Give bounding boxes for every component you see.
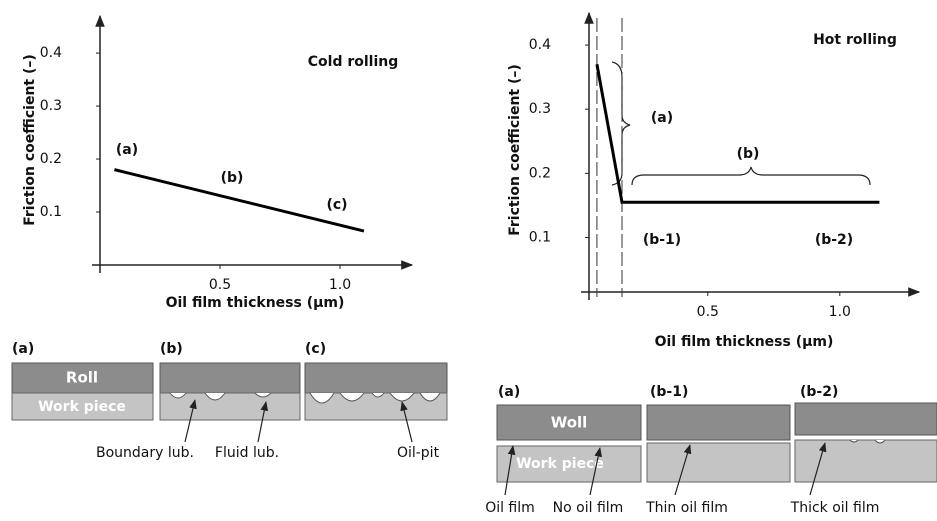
x-tick-label: 0.5 — [697, 304, 719, 320]
callout: Boundary lub. — [96, 445, 194, 461]
brace — [611, 61, 631, 186]
y-tick-label: 0.2 — [529, 165, 551, 181]
panel-label: (b-1) — [650, 384, 688, 400]
data-line — [114, 168, 365, 233]
callout: Oil film — [485, 500, 535, 516]
arrow — [674, 444, 692, 496]
y-tick-label: 0.4 — [40, 45, 62, 61]
annotation: (b-2) — [815, 232, 853, 248]
panel-label: (a) — [12, 341, 34, 357]
callout: Fluid lub. — [215, 445, 279, 461]
hot-diagram: (a) (b-1) (b-2) Woll Work piece Oil film… — [485, 384, 937, 516]
x-tick-label: 0.5 — [209, 277, 231, 293]
roll — [159, 362, 301, 394]
roll — [11, 362, 154, 394]
oil-pocket — [849, 439, 886, 444]
y-tick-label: 0.2 — [40, 151, 62, 167]
callout: Thin oil film — [645, 500, 728, 516]
x-axis-label: Oil film thickness (μm) — [655, 334, 834, 350]
roll-label: Woll — [551, 414, 588, 432]
panel-label: (a) — [498, 384, 520, 400]
x-tick-label: 1.0 — [829, 304, 851, 320]
y-tick-label: 0.4 — [529, 37, 551, 53]
annotation: (c) — [326, 197, 347, 213]
work-label: Work piece — [38, 399, 126, 415]
y-tick-label: 0.1 — [40, 204, 62, 220]
work-piece — [11, 392, 154, 421]
arrow — [184, 399, 197, 443]
oil-pit — [309, 392, 441, 404]
arrow — [400, 401, 413, 443]
brace — [631, 166, 871, 186]
work-piece — [794, 439, 937, 483]
panel-label: (b-2) — [800, 384, 838, 400]
y-tick-label: 0.3 — [529, 101, 551, 117]
y-axis-label: Friction coefficient (–) — [507, 64, 523, 236]
callout: No oil film — [553, 500, 624, 516]
roll — [794, 402, 937, 436]
arrow — [809, 442, 827, 496]
annotation: (b-1) — [643, 232, 681, 248]
annotation: (b) — [737, 146, 760, 162]
annotation: (a) — [116, 142, 138, 158]
panel-label: (b) — [160, 341, 183, 357]
data-line — [595, 64, 880, 204]
roll-label: Roll — [66, 369, 98, 387]
roll — [496, 404, 642, 441]
arrow — [589, 447, 602, 496]
chart-title: Cold rolling — [308, 54, 399, 70]
callout: Thick oil film — [790, 500, 880, 516]
chart-title: Hot rolling — [813, 32, 897, 48]
y-tick-label: 0.3 — [40, 98, 62, 114]
work-label: Work piece — [516, 456, 604, 472]
work-piece — [159, 392, 301, 421]
x-tick-label: 1.0 — [329, 277, 351, 293]
roll — [304, 362, 448, 394]
work-piece — [646, 442, 791, 483]
work-piece — [496, 445, 642, 483]
annotation: (b) — [221, 170, 244, 186]
arrow — [504, 445, 516, 496]
arrow — [257, 401, 269, 443]
y-tick-label: 0.1 — [529, 229, 551, 245]
lubricant-pocket — [169, 392, 272, 401]
roll — [646, 404, 791, 441]
y-axis-label: Friction coefficient (–) — [22, 54, 38, 226]
panel-label: (c) — [305, 341, 326, 357]
cold-diagram: (a) (b) (c) Roll Work piece Boundary lub… — [11, 341, 448, 461]
annotation: (a) — [651, 110, 673, 126]
callout: Oil-pit — [397, 445, 440, 461]
x-axis-label: Oil film thickness (μm) — [166, 295, 345, 311]
